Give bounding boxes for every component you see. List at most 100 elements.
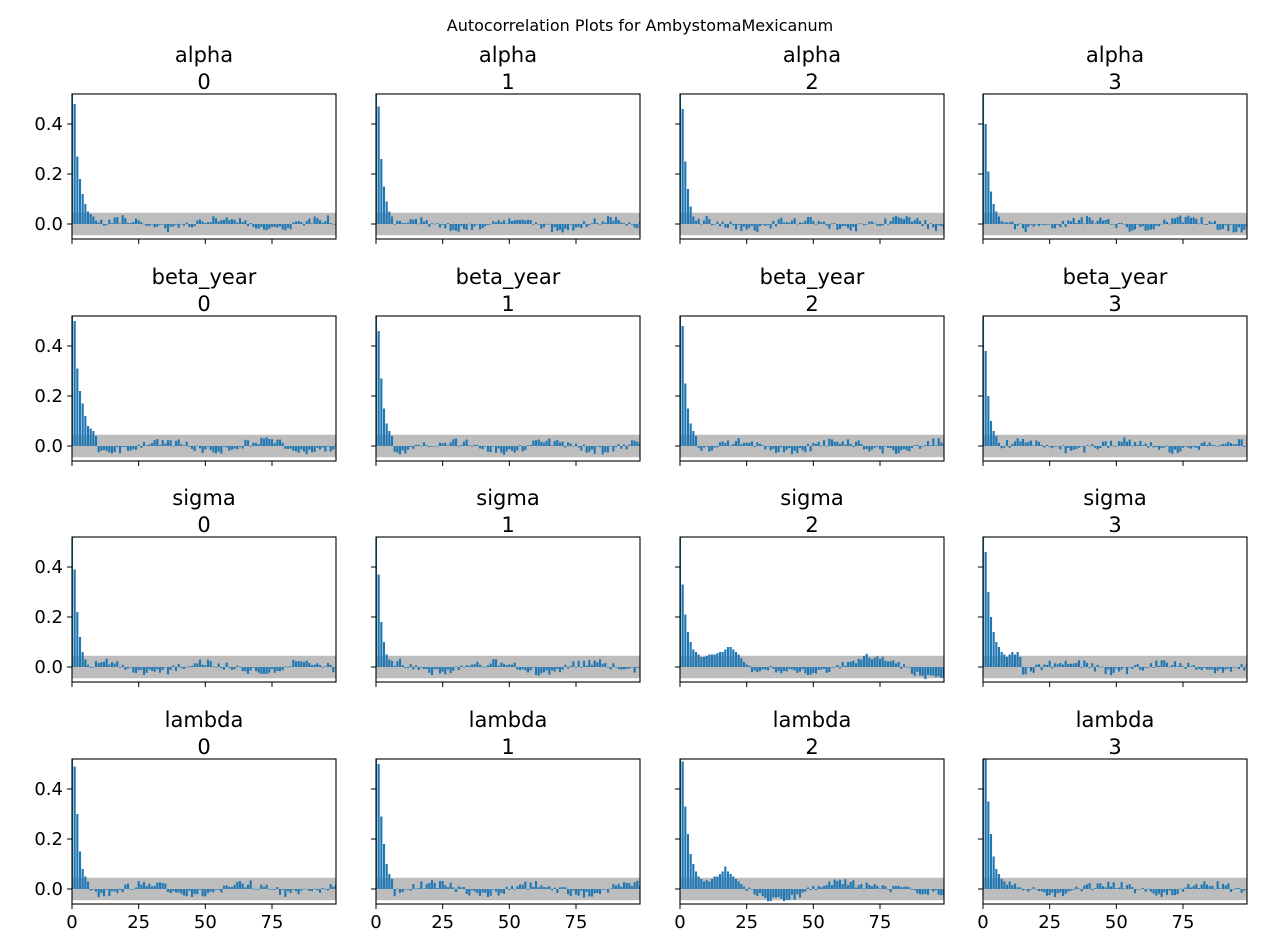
acf-bar (1195, 446, 1198, 448)
acf-bar (233, 667, 236, 670)
acf-bar (1005, 884, 1009, 889)
acf-bar (457, 886, 460, 889)
panel-title-line: alpha (783, 43, 841, 67)
acf-bar (1240, 889, 1243, 893)
axes-frame (679, 758, 945, 905)
acf-bar (713, 654, 716, 667)
acf-bar (742, 224, 746, 227)
panel-title-line: 1 (501, 292, 514, 316)
acf-bar (758, 667, 762, 672)
acf-bar (796, 446, 799, 454)
acf-bar (992, 632, 995, 667)
acf-bar (236, 665, 239, 667)
x-tick-label: 25 (431, 912, 454, 933)
acf-bar (310, 223, 314, 225)
acf-bar (1187, 446, 1190, 448)
acf-bar (468, 665, 471, 667)
acf-bar (164, 666, 167, 668)
acf-bar (265, 884, 268, 889)
acf-bar (1221, 443, 1225, 446)
acf-bar (377, 106, 380, 224)
acf-bar (836, 224, 839, 230)
acf-bar (382, 844, 386, 889)
acf-bar (438, 880, 442, 889)
acf-bar (900, 446, 903, 451)
acf-bar (305, 660, 308, 667)
acf-bar (329, 884, 332, 889)
acf-bar (561, 441, 564, 446)
acf-bar (214, 667, 218, 668)
acf-bar (740, 658, 743, 667)
acf-bar (332, 223, 335, 225)
panel-title-line: beta_year (1063, 265, 1168, 290)
acf-bar (254, 888, 258, 890)
acf-bar (132, 667, 135, 673)
acf-bar (508, 446, 511, 450)
acf-bar (1075, 446, 1078, 449)
acf-bar (452, 667, 455, 671)
acf-bar (1203, 441, 1206, 446)
acf-bar (1232, 444, 1235, 446)
acf-bar (870, 221, 874, 224)
acf-bar (294, 661, 298, 667)
acf-bar (1184, 446, 1187, 447)
acf-bar (444, 667, 447, 675)
acf-bar (1037, 889, 1041, 891)
acf-bar (577, 446, 580, 448)
acf-bar (430, 667, 434, 675)
acf-bar (1173, 218, 1177, 224)
acf-bar (814, 443, 818, 446)
acf-bar (78, 179, 82, 224)
acf-bar (321, 667, 324, 668)
acf-bar (582, 660, 586, 667)
acf-bar (118, 446, 122, 454)
acf-bar (121, 664, 124, 667)
acf-bar (750, 667, 754, 673)
acf-bar (150, 886, 154, 889)
acf-bar (500, 889, 503, 893)
acf-bar (124, 217, 127, 224)
acf-bar (198, 659, 202, 667)
acf-bar (1029, 889, 1033, 890)
acf-bar (1043, 664, 1046, 667)
acf-bar (1019, 441, 1022, 446)
acf-bar (878, 224, 882, 226)
acf-bar (788, 222, 791, 224)
acf-bar (580, 889, 583, 891)
acf-bar (1139, 667, 1142, 670)
acf-bar (921, 889, 924, 895)
acf-bar (1200, 443, 1203, 446)
acf-bar (398, 889, 402, 893)
acf-bar (1107, 446, 1110, 449)
acf-bar (1237, 439, 1241, 446)
acf-bar (310, 889, 314, 892)
acf-bar (1117, 441, 1121, 446)
acf-bar (470, 889, 474, 891)
acf-bar (190, 889, 194, 898)
acf-bar (84, 876, 87, 889)
acf-bar (212, 446, 215, 453)
acf-bar (244, 439, 247, 446)
acf-bar (310, 665, 314, 667)
acf-bar (697, 218, 700, 224)
acf-bar (238, 218, 242, 224)
acf-bar (278, 439, 282, 446)
acf-bar (118, 667, 122, 668)
acf-bar (873, 223, 876, 225)
acf-bar (449, 667, 452, 674)
acf-bar (1171, 218, 1174, 224)
acf-bar (857, 658, 860, 667)
panel-title-line: 3 (1108, 70, 1121, 94)
y-tick-label: 0.4 (34, 114, 63, 135)
acf-bar (550, 224, 554, 233)
acf-bar (246, 667, 250, 674)
acf-bar (852, 446, 855, 448)
acf-bar (1037, 224, 1041, 226)
acf-bar (108, 664, 111, 667)
acf-bar (809, 216, 812, 224)
acf-bar (1085, 884, 1089, 889)
acf-bar (257, 444, 260, 446)
